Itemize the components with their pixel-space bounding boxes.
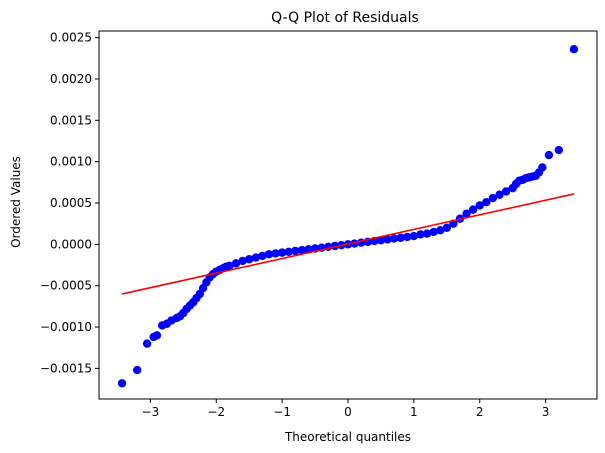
residual-point (468, 205, 478, 214)
residual-point (409, 231, 419, 241)
x-axis-label: Theoretical quantiles (284, 430, 411, 444)
residual-point (396, 233, 405, 242)
x-tick-label: 3 (542, 405, 550, 419)
residual-point (544, 150, 554, 160)
residual-point (403, 232, 412, 242)
y-tick-label: −0.0015 (40, 361, 92, 375)
x-tick-label: −1 (273, 405, 291, 419)
x-tick-label: −3 (142, 405, 160, 419)
residual-point (436, 226, 445, 235)
residual-point (284, 247, 293, 256)
residual-point (383, 235, 392, 244)
residual-point (429, 227, 438, 237)
chart-title: Q-Q Plot of Residuals (271, 10, 419, 26)
residual-point (389, 234, 399, 243)
x-tick-label: −2 (207, 405, 225, 419)
reference-fit-line (121, 193, 575, 295)
residual-point (442, 223, 452, 233)
residual-point (152, 331, 162, 340)
residual-point (277, 248, 287, 257)
residual-point (244, 255, 254, 264)
y-axis-ticks: −0.0015 −0.0010 −0.0005 0.0000 0.0005 0.0010 0… (40, 31, 99, 375)
residual-point (538, 163, 547, 172)
y-axis-label: Ordered Values (9, 156, 23, 248)
plot-area (117, 44, 579, 388)
residual-point (133, 365, 142, 375)
y-tick-label: −0.0005 (40, 279, 92, 293)
residual-point (495, 190, 504, 199)
y-tick-label: 0.0025 (50, 31, 92, 45)
residual-point (554, 145, 563, 155)
y-tick-label: 0.0000 (50, 237, 92, 251)
x-tick-label: 1 (410, 405, 418, 419)
residual-point (231, 259, 241, 268)
residual-point (488, 193, 498, 203)
residual-point (569, 44, 579, 54)
x-axis-ticks: −3 −2 −1 0 1 2 3 (142, 399, 550, 419)
residual-point (258, 251, 267, 261)
residual-point (264, 250, 274, 259)
residual-point (238, 256, 247, 266)
y-tick-label: 0.0015 (50, 113, 92, 127)
residual-point (501, 187, 511, 196)
residual-point (462, 209, 471, 218)
residual-point (297, 245, 307, 255)
plot-frame (98, 30, 598, 400)
y-tick-label: 0.0010 (50, 155, 92, 169)
residual-point (482, 197, 491, 207)
residual-point (475, 201, 484, 210)
residual-point (142, 339, 152, 348)
residual-point (251, 253, 260, 262)
y-tick-label: −0.0010 (40, 320, 92, 334)
residual-point (291, 246, 300, 256)
residual-point (416, 230, 425, 239)
residual-point (376, 236, 386, 245)
residual-point (271, 249, 280, 258)
residual-point (225, 261, 234, 271)
residual-point (422, 229, 432, 238)
residual-point (117, 379, 127, 388)
x-tick-label: 2 (476, 405, 484, 419)
x-tick-label: 0 (344, 405, 352, 419)
y-tick-label: 0.0005 (50, 196, 92, 210)
y-tick-label: 0.0020 (50, 72, 92, 86)
